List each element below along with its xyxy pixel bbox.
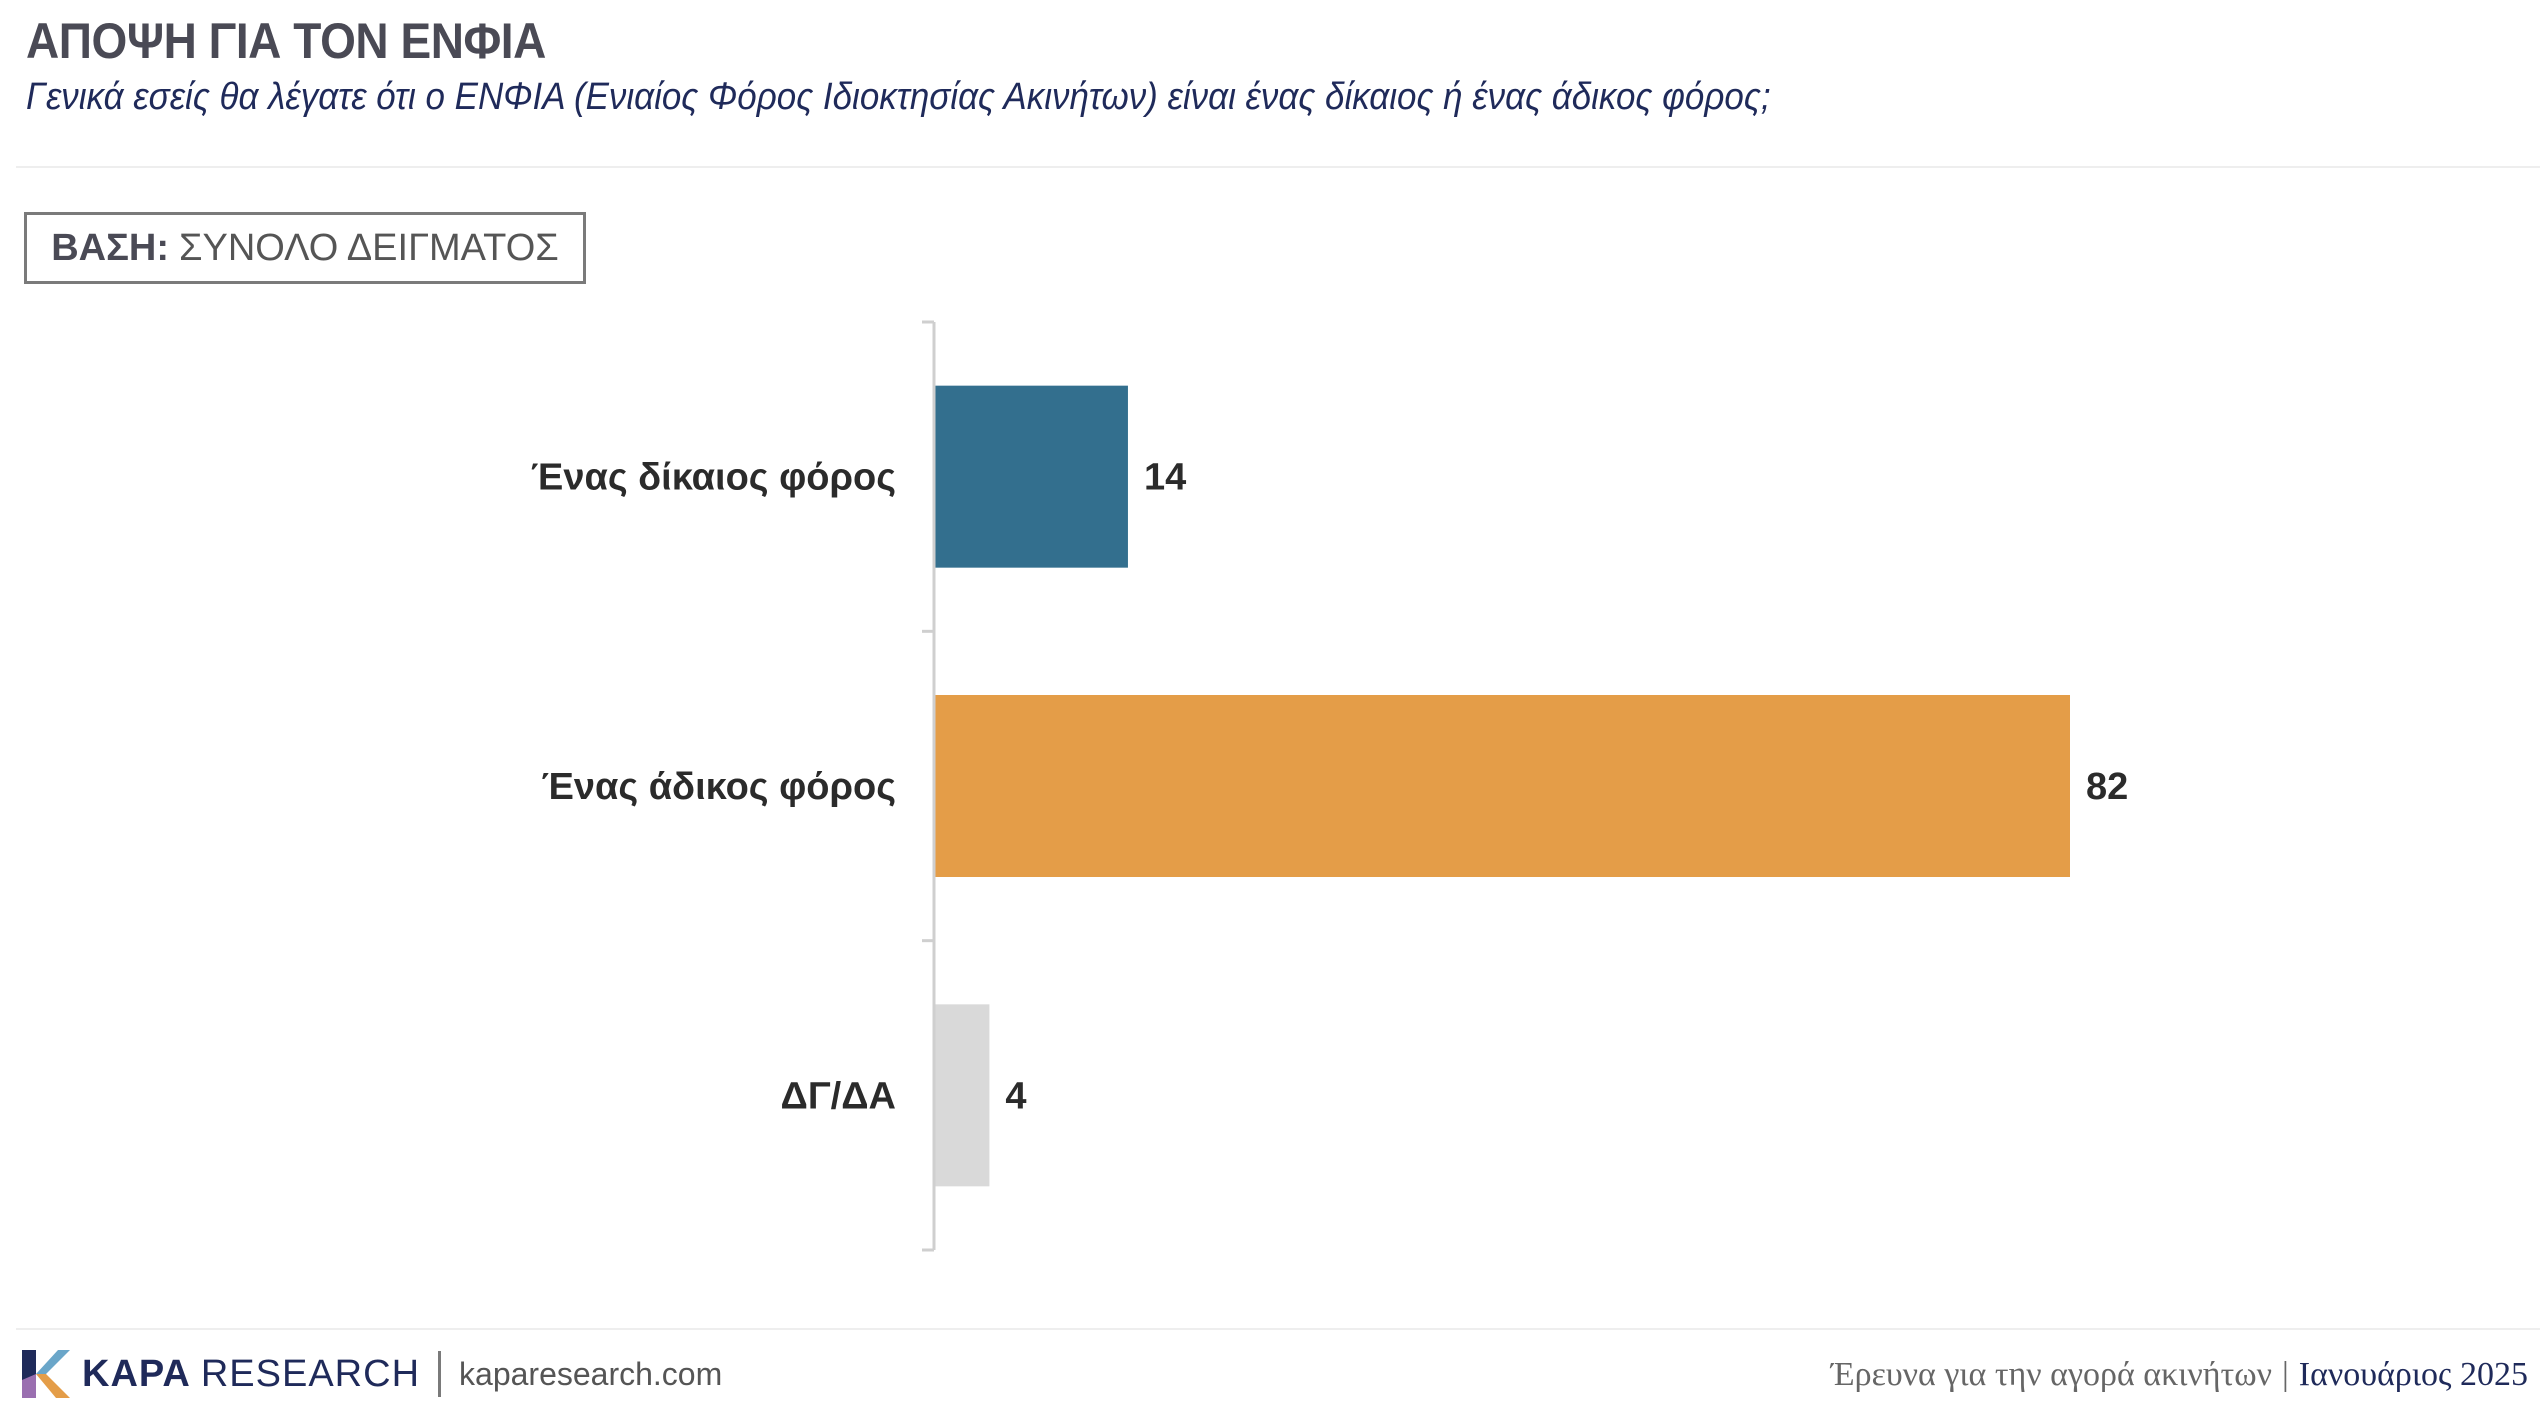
page-title: ΑΠΟΨΗ ΓΙΑ ΤΟΝ ΕΝΦΙΑ xyxy=(26,13,546,69)
kapa-k-logo-icon xyxy=(22,1350,70,1398)
bar xyxy=(934,695,2070,877)
value-label: 14 xyxy=(1144,457,1186,499)
header-divider xyxy=(16,166,2540,168)
base-label: ΒΑΣΗ: xyxy=(51,226,170,269)
category-label: Ένας άδικος φόρος xyxy=(541,766,896,808)
value-label: 4 xyxy=(1005,1075,1026,1117)
brand-name-light: RESEARCH xyxy=(200,1352,421,1395)
category-label: Ένας δίκαιος φόρος xyxy=(531,457,896,499)
question-subtitle: Γενικά εσείς θα λέγατε ότι ο ΕΝΦΙΑ (Ενια… xyxy=(26,76,1771,118)
bar xyxy=(934,1004,990,1187)
survey-date: Ιανουάριος 2025 xyxy=(2298,1356,2528,1393)
bar-chart: Ένας δίκαιος φόρος 14 Ένας άδικος φόρος 82 Δ… xyxy=(531,320,2128,1252)
survey-separator: | xyxy=(2281,1356,2289,1393)
base-value: ΣΥΝΟΛΟ ΔΕΙΓΜΑΤΟΣ xyxy=(179,226,559,269)
bar xyxy=(934,385,1128,568)
brand-block: KAPA RESEARCH kaparesearch.com xyxy=(20,1346,722,1402)
brand-name-bold: KAPA xyxy=(82,1352,191,1395)
category-label: ΔΓ/ΔΑ xyxy=(781,1075,896,1117)
brand-separator xyxy=(438,1351,442,1397)
base-box: ΒΑΣΗ: ΣΥΝΟΛΟ ΔΕΙΓΜΑΤΟΣ xyxy=(24,212,586,284)
survey-info: Έρευνα για την αγορά ακινήτων | Ιανουάριος… xyxy=(1831,1356,2528,1394)
value-label: 82 xyxy=(2086,766,2128,808)
footer-divider xyxy=(16,1328,2540,1330)
brand-url: kaparesearch.com xyxy=(459,1355,723,1392)
survey-name: Έρευνα για την αγορά ακινήτων xyxy=(1831,1356,2272,1393)
